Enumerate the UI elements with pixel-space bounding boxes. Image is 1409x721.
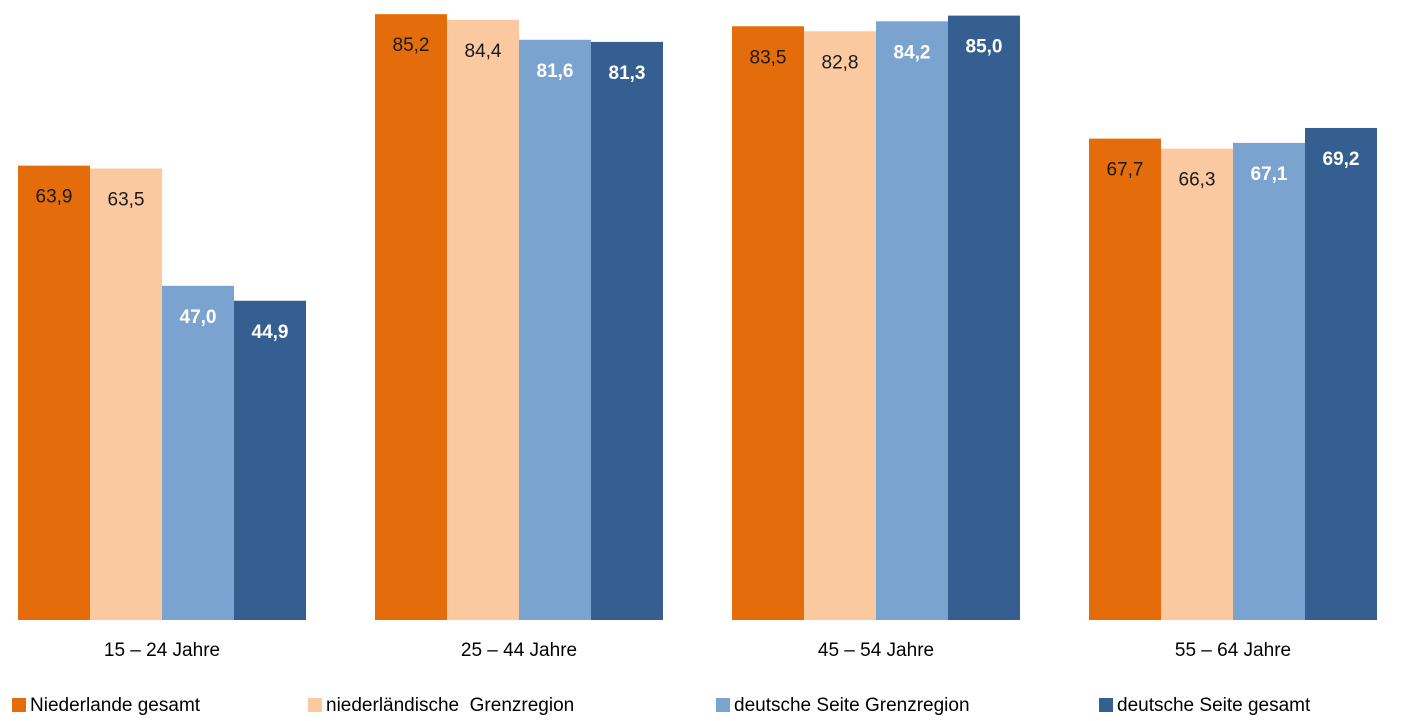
data-label: 84,4 xyxy=(465,41,502,62)
bar xyxy=(1305,127,1377,620)
x-tick-label: 55 – 64 Jahre xyxy=(1175,640,1291,661)
bar xyxy=(234,300,306,620)
bar xyxy=(375,14,447,621)
bar xyxy=(90,168,162,620)
data-label: 84,2 xyxy=(894,42,931,63)
legend-swatch xyxy=(12,698,26,712)
bar xyxy=(447,19,519,620)
data-label: 63,5 xyxy=(108,190,145,211)
bar xyxy=(1233,142,1305,620)
bar xyxy=(732,26,804,620)
data-label: 67,1 xyxy=(1251,164,1288,185)
data-label: 44,9 xyxy=(252,322,289,343)
bar xyxy=(1089,138,1161,620)
legend-label: Niederlande gesamt xyxy=(30,695,201,716)
data-label: 66,3 xyxy=(1179,170,1216,191)
data-label: 67,7 xyxy=(1107,160,1144,181)
bar xyxy=(162,285,234,620)
data-label: 69,2 xyxy=(1323,149,1360,170)
data-label: 63,9 xyxy=(36,187,73,208)
data-label: 85,0 xyxy=(966,37,1003,58)
data-label: 82,8 xyxy=(822,52,859,73)
data-label: 85,2 xyxy=(393,35,430,56)
x-tick-label: 25 – 44 Jahre xyxy=(461,640,577,661)
data-label: 47,0 xyxy=(180,307,217,328)
bar xyxy=(804,31,876,621)
data-label: 81,6 xyxy=(537,61,574,82)
x-tick-label: 15 – 24 Jahre xyxy=(104,640,220,661)
bar xyxy=(591,41,663,620)
bar xyxy=(1161,148,1233,620)
legend-label: deutsche Seite gesamt xyxy=(1117,695,1311,716)
bar xyxy=(876,21,948,621)
legend-label: deutsche Seite Grenzregion xyxy=(734,695,970,716)
legend-swatch xyxy=(308,698,322,712)
legend-swatch xyxy=(1099,698,1113,712)
bar xyxy=(519,39,591,620)
data-label: 81,3 xyxy=(609,63,646,84)
legend-label: niederländische Grenzregion xyxy=(326,695,574,716)
x-tick-label: 45 – 54 Jahre xyxy=(818,640,934,661)
bar xyxy=(948,15,1020,620)
bar xyxy=(18,165,90,620)
data-label: 83,5 xyxy=(750,47,787,68)
legend-swatch xyxy=(716,698,730,712)
